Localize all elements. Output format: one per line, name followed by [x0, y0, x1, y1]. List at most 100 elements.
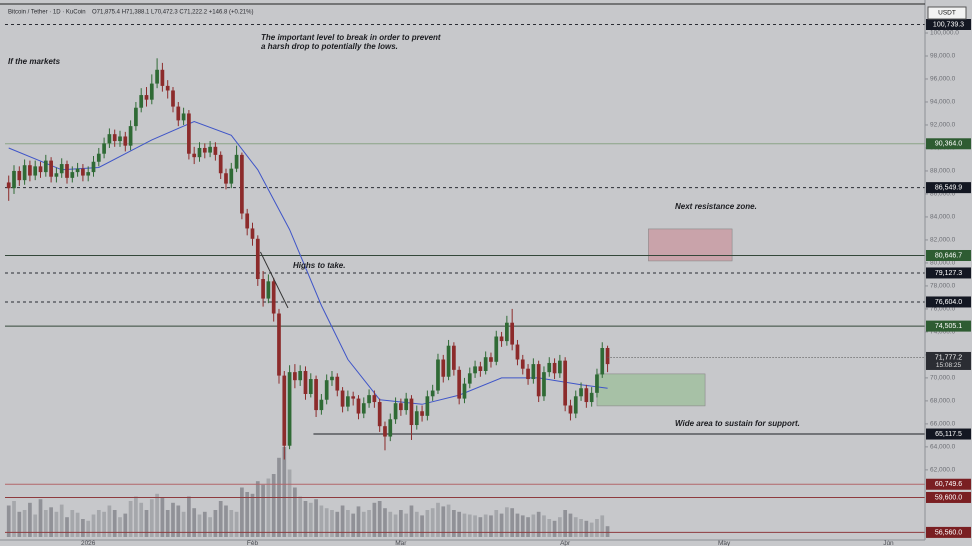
candle-body [462, 383, 467, 399]
candle-body [430, 390, 435, 397]
candle-body [118, 136, 122, 142]
candle-body [558, 360, 562, 374]
volume-bar [409, 505, 414, 537]
candle-body [112, 134, 117, 142]
volume-bar [6, 505, 11, 537]
candle-body [171, 90, 175, 107]
x-tick-label: Mar [395, 540, 407, 546]
volume-bar [510, 508, 515, 537]
volume-bar [436, 502, 440, 537]
level-label: 90,364.0 [935, 141, 962, 148]
candle-body [314, 379, 318, 411]
candle-body [531, 364, 536, 380]
candle-body [43, 160, 48, 173]
candle-body [515, 344, 520, 360]
candle-body [393, 403, 398, 420]
volume-bar [255, 481, 260, 537]
candle-body [452, 345, 456, 370]
candle-body [282, 375, 287, 446]
level-label-box [926, 138, 971, 150]
candle-body [165, 85, 170, 91]
y-tick-label: 100,000.0 [930, 30, 959, 37]
volume-bar [536, 511, 541, 537]
volume-bar [59, 504, 64, 537]
y-tick-label: 84,000.0 [930, 214, 956, 221]
volume-bar [266, 478, 271, 537]
candle-body [266, 281, 271, 299]
currency-box[interactable] [927, 6, 967, 20]
candle-body [75, 168, 80, 173]
volume-bar [573, 517, 578, 537]
volume-bar [404, 513, 409, 537]
volume-bar [192, 508, 197, 537]
candle-body [192, 153, 197, 158]
candle-body [489, 357, 493, 362]
candle-body [510, 322, 515, 345]
level-label: 59,600.0 [935, 494, 962, 501]
volume-bar [340, 505, 345, 537]
candle-body [494, 336, 499, 362]
volume-bar [38, 499, 43, 537]
level-label: 65,117.5 [935, 431, 962, 438]
volume-bar [171, 502, 175, 537]
volume-bar [452, 510, 456, 537]
candle-body [399, 403, 403, 411]
candle-body [377, 402, 382, 427]
volume-bar [229, 510, 234, 537]
candle-body [144, 95, 149, 100]
candle-body [213, 146, 218, 155]
volume-bar [563, 510, 568, 537]
candle-body [128, 126, 133, 146]
currency[interactable]: USDT [938, 10, 956, 17]
candle-body [86, 172, 91, 176]
volume-bar [187, 496, 191, 537]
volume-bar [388, 511, 393, 537]
candle-body [605, 348, 610, 365]
level-label: 79,127.3 [935, 270, 962, 277]
candle-body [245, 213, 250, 229]
ohlc: O71,875.4 H71,388.1 L70,472.3 C71,222.2 … [92, 10, 253, 16]
volume-bar [351, 513, 356, 537]
candle-body [240, 154, 244, 214]
candle-body [250, 228, 255, 239]
volume-bar [128, 501, 133, 537]
candle-body [59, 164, 64, 174]
level-label-box [926, 267, 971, 279]
volume-bar [478, 517, 483, 537]
zone [596, 373, 706, 407]
volume-bar [526, 517, 530, 537]
candle-body [33, 166, 38, 176]
volume-bar [457, 511, 462, 537]
volume-bar [75, 512, 80, 537]
candle-body [473, 366, 477, 374]
volume-bar [218, 501, 223, 537]
level-label-box [926, 320, 971, 332]
level-label-box [926, 182, 971, 194]
volume-bar [605, 526, 610, 537]
candle-body [526, 368, 530, 380]
volume-bar [234, 511, 239, 537]
candle-body [409, 398, 414, 426]
candle-body [107, 134, 112, 144]
candle-body [22, 165, 27, 181]
candle-body [17, 170, 22, 181]
volume-bar [499, 513, 504, 537]
candle-body [388, 419, 393, 437]
level-label-box [926, 296, 971, 308]
volume-bar [118, 517, 122, 537]
candle-body [584, 388, 589, 403]
candle-body [293, 372, 297, 381]
volume-bar [473, 515, 477, 537]
candle-body [298, 370, 303, 381]
volume-bar [65, 517, 69, 537]
volume-bar [462, 513, 467, 537]
candle-body [457, 369, 462, 399]
candle-body [218, 154, 223, 174]
level-label-box [926, 18, 971, 30]
candle-body [102, 143, 106, 154]
y-tick-label: 62,000.0 [930, 467, 956, 474]
volume-bar [112, 510, 117, 537]
volume-bar [33, 514, 38, 537]
trendline [259, 251, 289, 309]
